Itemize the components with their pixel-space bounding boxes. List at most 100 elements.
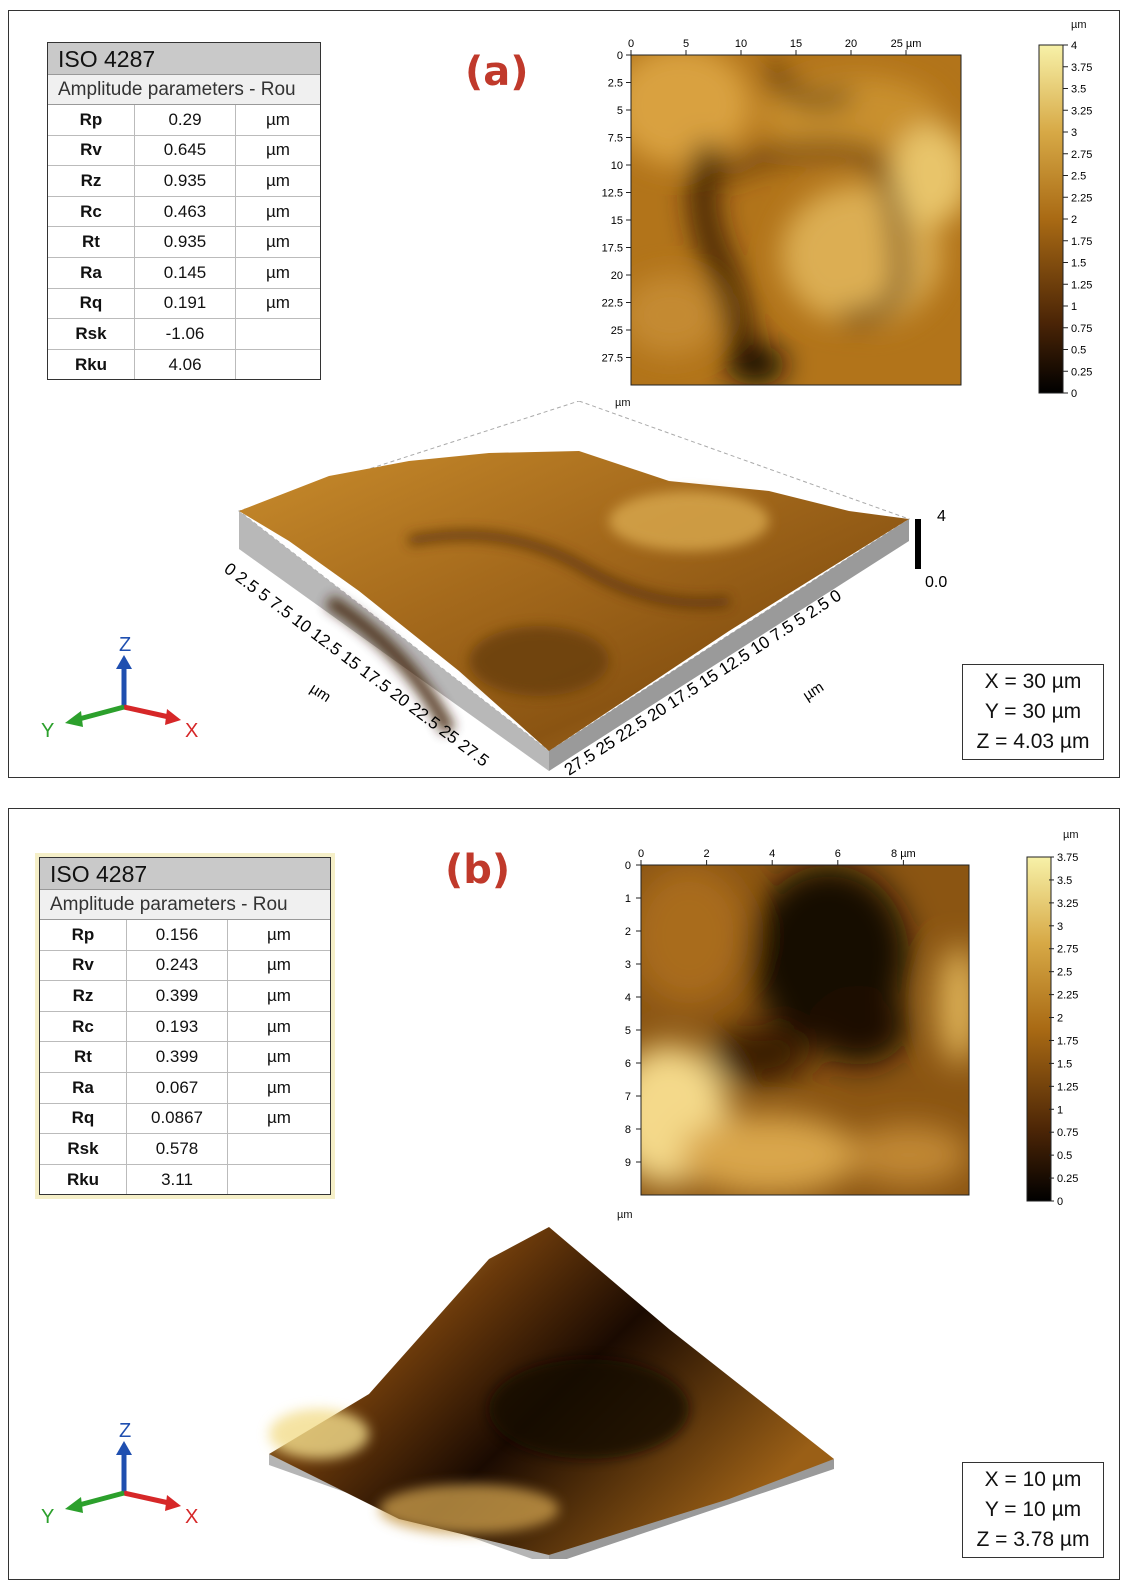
colorbar-tick-label: 0.75 xyxy=(1071,323,1092,335)
table-row: Rt 0.935 µm xyxy=(48,227,320,258)
colorbar-tick-label: 0.5 xyxy=(1071,345,1086,357)
cell-value: 0.0867 xyxy=(127,1103,228,1134)
cell-value: 0.645 xyxy=(135,135,236,166)
gizmo-z-b: Z xyxy=(119,1423,131,1442)
map-y-tick-label: 3 xyxy=(625,959,631,971)
cell-name: Rq xyxy=(40,1103,127,1134)
surface-3d-a: 4 0.0 0 2.5 5 7.5 10 12.5 15 17.5 20 22.… xyxy=(221,401,947,776)
cell-value: 0.399 xyxy=(127,981,228,1011)
cell-value: 0.578 xyxy=(127,1134,228,1164)
cell-unit: µm xyxy=(266,262,290,282)
cell-unit: µm xyxy=(266,170,290,190)
panel-b: (b) ISO 4287 Amplitude parameters - Rou … xyxy=(8,808,1120,1580)
map-y-tick-label: 10 xyxy=(611,160,623,172)
cell-name: Rq xyxy=(48,288,135,319)
gizmo-y-a: Y xyxy=(41,720,54,742)
cell-value: 0.935 xyxy=(135,227,236,257)
cell-name: Rku xyxy=(48,349,135,380)
table-row: Ra 0.067 µm xyxy=(40,1072,330,1104)
map-y-tick-label: 2.5 xyxy=(608,78,623,90)
map-x-tick-label: 5 xyxy=(683,38,689,50)
iso-table-b: ISO 4287 Amplitude parameters - Rou Rp 0.… xyxy=(39,857,331,1196)
table-row: Rz 0.399 µm xyxy=(40,981,330,1012)
colorbar-tick-label: 1 xyxy=(1057,1104,1063,1116)
dim-x: X = 30 µm xyxy=(984,670,1082,693)
cell-unit: µm xyxy=(266,201,290,221)
map-y-unit-a: µm xyxy=(615,397,631,409)
cell-unit xyxy=(228,1134,330,1164)
cell-name: Rv xyxy=(40,950,127,981)
colorbar-a: 4 3.75 3.5 3.25 3 2.75 2.5 2.25 2 1.75 1.5 1.25 1 0.7… xyxy=(1038,40,1092,400)
colorbar-tick-label: 0 xyxy=(1071,388,1077,400)
axes-gizmo-b: Z Y X xyxy=(41,1423,198,1528)
iso-table-subtitle: Amplitude parameters - Rou xyxy=(40,890,330,920)
colorbar-tick-label: 0.5 xyxy=(1057,1150,1072,1162)
colorbar-tick-label: 0.25 xyxy=(1071,366,1092,378)
cell-name: Rsk xyxy=(48,319,135,349)
dims-box-b: X = 10 µm Y = 10 µm Z = 3.78 µm xyxy=(962,1462,1104,1558)
colorbar-tick-label: 3.75 xyxy=(1057,852,1078,864)
cell-value: 0.193 xyxy=(127,1011,228,1042)
dims-box-a: X = 30 µm Y = 30 µm Z = 4.03 µm xyxy=(962,664,1104,760)
cell-name: Ra xyxy=(40,1072,127,1103)
cell-unit: µm xyxy=(267,955,291,975)
colorbar-tick-label: 1.25 xyxy=(1071,279,1092,291)
dim-z: Z = 4.03 µm xyxy=(976,730,1090,753)
colorbar-tick-label: 2.5 xyxy=(1071,171,1086,183)
colorbar-b: 3.75 3.5 3.25 3 2.75 2.5 2.25 2 1.75 1.5 1.25 1 0.75… xyxy=(1026,852,1078,1208)
cell-unit: µm xyxy=(266,232,290,252)
colorbar-tick-label: 3.25 xyxy=(1057,898,1078,910)
cell-name: Rt xyxy=(40,1042,127,1072)
map-y-tick-label: 1 xyxy=(625,893,631,905)
cell-unit xyxy=(236,350,320,380)
iso-table-a: ISO 4287 Amplitude parameters - Rou Rp 0.… xyxy=(47,42,321,381)
cell-unit: µm xyxy=(267,985,291,1005)
cell-value: 0.067 xyxy=(127,1072,228,1103)
cell-name: Rc xyxy=(48,196,135,227)
cell-value: -1.06 xyxy=(135,319,236,349)
table-row: Rq 0.0867 µm xyxy=(40,1103,330,1135)
map-x-tick-label: 0 xyxy=(628,38,634,50)
map-y-tick-label: 7.5 xyxy=(608,133,623,145)
cell-name: Ra xyxy=(48,257,135,288)
cell-name: Rz xyxy=(48,166,135,196)
height-map-a: 0 5 10 15 20 25 µm 0 2.5 5 7.5 10 12.5 15 17.5 20 22.5 2… xyxy=(602,38,962,386)
table-row: Rp 0.156 µm xyxy=(40,920,330,951)
cell-unit: µm xyxy=(266,293,290,313)
map-x-tick-label: 15 xyxy=(790,38,802,50)
cell-unit: µm xyxy=(267,924,291,944)
axes-gizmo-a: Z Y X xyxy=(41,637,198,742)
colorbar-tick-label: 1.25 xyxy=(1057,1081,1078,1093)
gizmo-z-a: Z xyxy=(119,637,131,656)
map-y-unit-b: µm xyxy=(617,1209,633,1221)
table-row: Rsk -1.06 xyxy=(48,319,320,350)
cell-value: 0.29 xyxy=(135,105,236,135)
cell-value: 3.11 xyxy=(127,1164,228,1195)
z-zero-label-a: 0.0 xyxy=(925,574,947,591)
map-y-tick-label: 5 xyxy=(617,105,623,117)
gizmo-x-b: X xyxy=(185,1506,198,1528)
map-y-tick-label: 6 xyxy=(625,1058,631,1070)
height-map-b: 0 2 4 6 8 µm 0 1 2 3 4 5 6 7 8 9 xyxy=(625,848,970,1196)
table-row: Rc 0.193 µm xyxy=(40,1011,330,1043)
colorbar-tick-label: 3.5 xyxy=(1071,84,1086,96)
cell-value: 0.243 xyxy=(127,950,228,981)
map-y-tick-label: 4 xyxy=(625,992,631,1004)
cell-unit: µm xyxy=(267,1047,291,1067)
colorbar-tick-label: 2 xyxy=(1057,1013,1063,1025)
table-row: Rku 3.11 xyxy=(40,1164,330,1195)
colorbar-tick-label: 1.75 xyxy=(1057,1035,1078,1047)
colorbar-tick-label: 2.25 xyxy=(1057,990,1078,1002)
cell-unit xyxy=(228,1165,330,1195)
axis3d-unit-left-a: µm xyxy=(307,680,334,706)
colorbar-tick-label: 3.25 xyxy=(1071,105,1092,117)
colorbar-tick-label: 2.25 xyxy=(1071,192,1092,204)
cell-name: Rc xyxy=(40,1011,127,1042)
map-x-tick-label: 20 xyxy=(845,38,857,50)
cell-value: 4.06 xyxy=(135,349,236,380)
colorbar-tick-label: 0.25 xyxy=(1057,1173,1078,1185)
panel-label-a: (a) xyxy=(465,49,529,95)
map-y-tick-label: 20 xyxy=(611,270,623,282)
cell-unit: µm xyxy=(267,1016,291,1036)
colorbar-tick-label: 2.5 xyxy=(1057,967,1072,979)
